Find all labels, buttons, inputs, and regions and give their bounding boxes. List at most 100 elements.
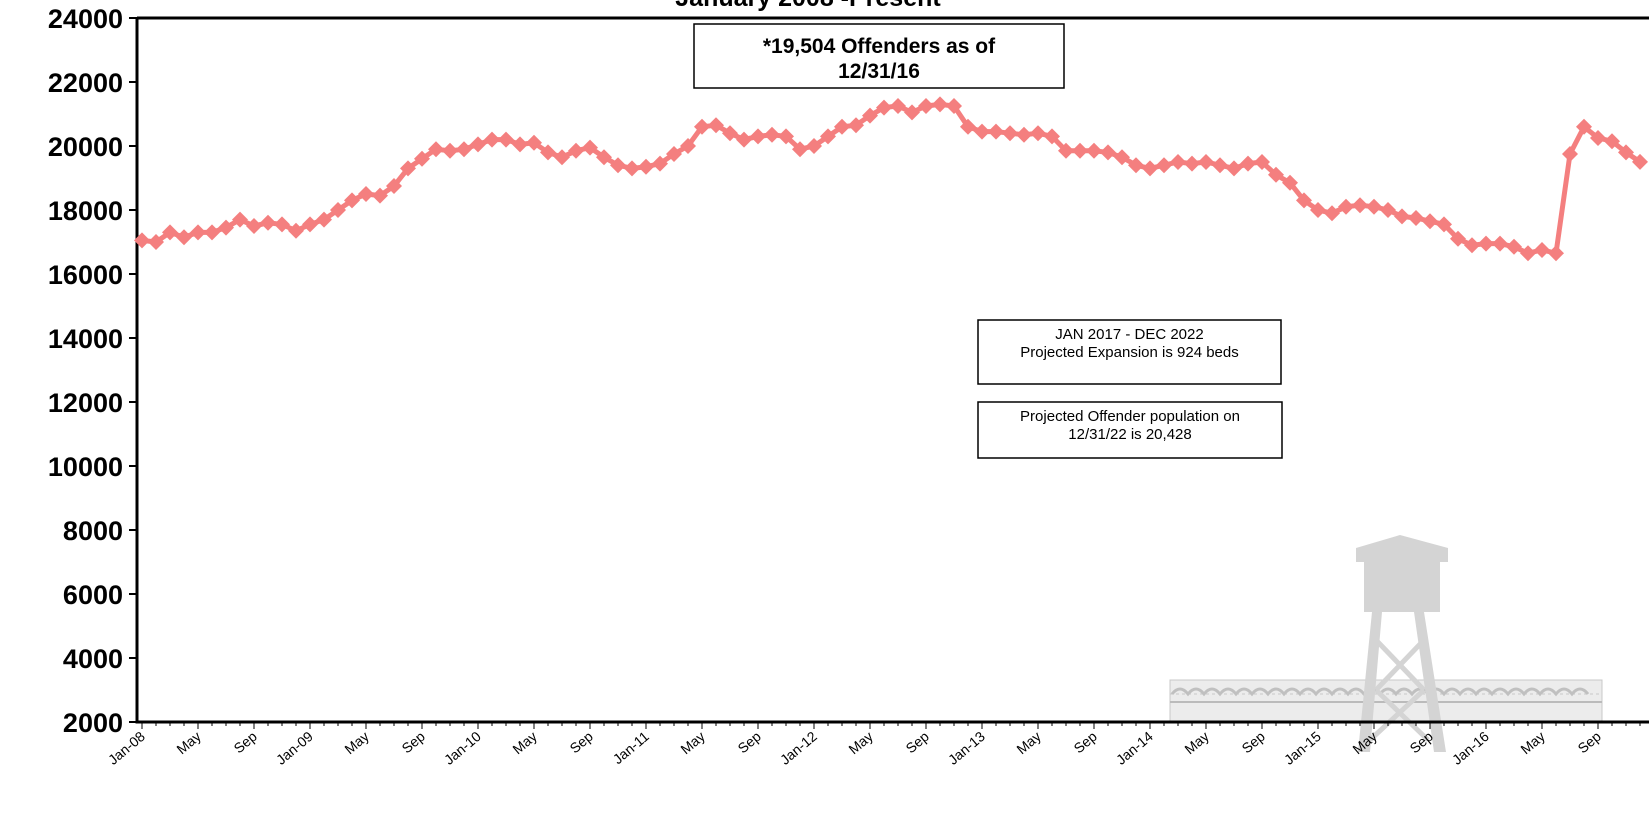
data-point [1016,126,1032,143]
data-point [1156,157,1172,174]
data-point [218,219,234,236]
x-tick-label: May [845,728,876,757]
data-point [1002,125,1018,142]
x-tick-label: Sep [231,728,261,756]
annotation-text: 12/31/16 [838,60,920,83]
data-point [792,141,808,158]
data-point [694,118,710,135]
data-point [1114,149,1130,166]
x-tick-label: Jan-13 [945,728,988,768]
x-tick-label: Sep [1071,728,1101,756]
data-point [1604,133,1620,150]
series-line [141,101,1642,257]
data-point [1296,192,1312,209]
y-tick-label: 2000 [63,708,123,738]
x-tick-label: Sep [567,728,597,756]
data-point [806,138,822,154]
data-point [1072,142,1088,159]
data-point [1478,235,1494,252]
data-point [1548,245,1564,262]
data-point [1408,210,1424,226]
data-point [400,160,416,177]
data-point [1450,230,1466,247]
data-point [526,134,542,151]
y-tick-label: 8000 [63,516,123,546]
data-point [274,216,290,233]
data-point [1534,242,1550,258]
y-tick-label: 16000 [48,260,123,290]
data-point [1590,130,1606,146]
data-point [1562,146,1578,162]
data-point [134,232,150,249]
data-point [148,234,164,250]
data-point [1338,198,1354,215]
data-point [820,128,836,145]
data-point [1282,174,1298,191]
x-tick-label: May [1013,728,1044,757]
data-point [246,218,262,234]
data-point [176,229,192,246]
annotation-box [977,401,1283,459]
data-point [162,224,178,241]
data-point [1086,142,1102,159]
data-point [708,117,724,134]
x-tick-label: Jan-14 [1113,728,1156,768]
data-point [680,138,696,154]
annotation-text: Projected Offender population on [1020,408,1240,425]
x-tick-label: May [509,728,540,757]
x-tick-label: Jan-09 [273,728,316,768]
data-point [834,118,850,135]
chart-title: January 2008 -Present [675,0,941,12]
data-point [722,125,738,142]
x-tick-label: May [173,728,204,757]
data-point [316,211,332,228]
data-point [1128,157,1144,174]
annotation-box [977,319,1282,385]
x-tick-label: May [1517,728,1548,757]
data-point [470,136,486,153]
data-point [204,224,220,241]
x-tick-label: Sep [1239,728,1269,756]
data-point [358,186,374,202]
x-tick-label: May [1181,728,1212,757]
data-point [442,142,458,159]
data-point [190,224,206,241]
x-tick-label: Jan-12 [777,728,820,768]
data-point [638,158,654,175]
data-point [344,192,360,209]
data-point [652,155,668,172]
data-point [1198,154,1214,170]
data-point [736,131,752,148]
data-point [764,126,780,143]
data-point [1394,208,1410,225]
data-point [904,104,920,121]
data-point [1422,213,1438,230]
annotation-text: Projected Expansion is 924 beds [1020,344,1238,361]
data-point [512,136,528,153]
data-point [288,222,304,239]
x-tick-label: Jan-15 [1281,728,1324,768]
data-point [232,211,248,228]
annotation-box [693,23,1065,89]
data-point [1030,125,1046,142]
data-point [498,131,514,148]
data-point [372,187,388,204]
data-point [988,123,1004,140]
data-point [1058,142,1074,159]
x-tick-label: Jan-16 [1449,728,1492,768]
x-tick-label: Jan-11 [610,728,652,767]
data-point [1618,144,1634,161]
annotation-text: *19,504 Offenders as of [763,35,996,58]
data-point [456,141,472,158]
data-point [596,149,612,166]
data-point [1492,235,1508,252]
data-point [666,146,682,162]
y-tick-label: 24000 [48,4,123,34]
data-point [1380,202,1396,218]
data-point [890,98,906,114]
data-point [540,144,556,161]
data-point [568,142,584,159]
x-tick-label: May [341,728,372,757]
y-tick-label: 20000 [48,132,123,162]
data-point [302,216,318,233]
